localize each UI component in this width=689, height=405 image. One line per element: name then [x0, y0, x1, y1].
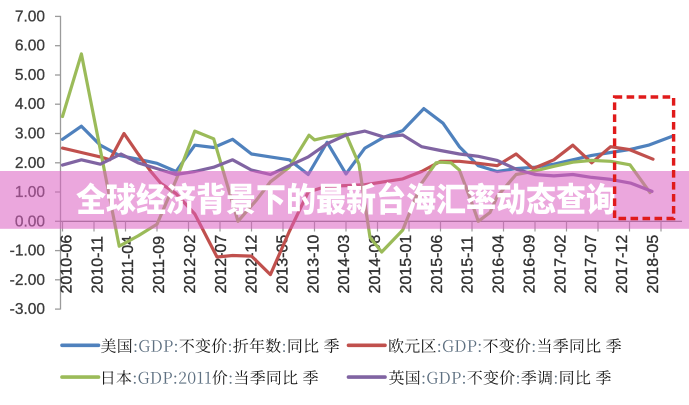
svg-text:2010-06: 2010-06	[58, 235, 75, 294]
svg-text:2010-11: 2010-11	[89, 236, 106, 294]
svg-text:2017-12: 2017-12	[614, 235, 631, 294]
svg-text:2013-10: 2013-10	[305, 235, 322, 294]
svg-text:2012-07: 2012-07	[213, 235, 230, 294]
svg-text:2011-04: 2011-04	[120, 236, 137, 294]
svg-text:-2.00: -2.00	[10, 272, 46, 289]
svg-text:3.00: 3.00	[15, 126, 46, 143]
svg-text:2017-07: 2017-07	[583, 235, 600, 294]
svg-text:2016-04: 2016-04	[491, 235, 508, 294]
svg-text:2016-09: 2016-09	[521, 235, 538, 294]
svg-text:-3.00: -3.00	[10, 301, 46, 318]
svg-text:2017-02: 2017-02	[552, 235, 569, 294]
svg-text:2015-11: 2015-11	[460, 236, 477, 294]
svg-text:2012-02: 2012-02	[182, 235, 199, 294]
svg-text:2015-01: 2015-01	[398, 235, 415, 294]
svg-text:2.00: 2.00	[15, 155, 46, 172]
svg-text:4.00: 4.00	[15, 96, 46, 113]
svg-text:7.00: 7.00	[15, 8, 46, 25]
svg-text:6.00: 6.00	[15, 38, 46, 55]
svg-text:5.00: 5.00	[15, 67, 46, 84]
svg-text:2015-06: 2015-06	[429, 235, 446, 294]
svg-text:2014-03: 2014-03	[336, 235, 353, 294]
svg-text:2013-05: 2013-05	[275, 235, 292, 294]
svg-text:2018-05: 2018-05	[645, 235, 662, 294]
svg-text:2012-12: 2012-12	[244, 235, 261, 294]
svg-text:2011-09: 2011-09	[151, 236, 168, 294]
svg-text:-1.00: -1.00	[10, 243, 46, 260]
